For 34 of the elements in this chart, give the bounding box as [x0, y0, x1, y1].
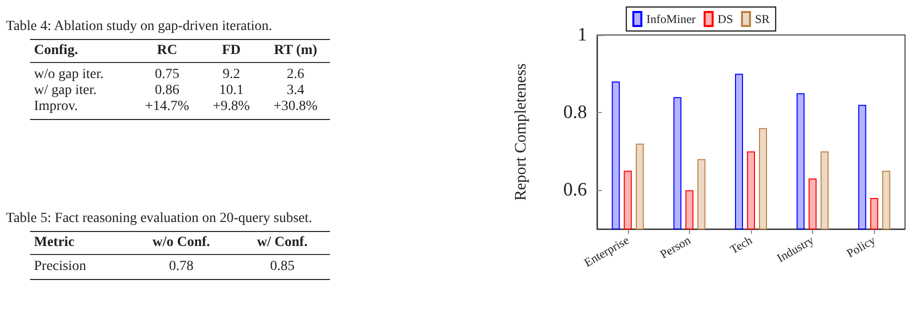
category-label: FD: [202, 40, 262, 62]
category-label: w/ Conf.: [234, 232, 330, 254]
category-label: Config.: [30, 40, 133, 62]
text: 3.4: [286, 83, 306, 99]
text: Precision: [30, 254, 128, 280]
category-label: RC: [132, 40, 202, 62]
text: +14.7%: [132, 99, 202, 120]
text: 9.2: [222, 66, 242, 83]
text: +30.8%: [261, 99, 330, 120]
category-label: Metric: [30, 232, 128, 254]
text: 10.1: [218, 83, 245, 99]
text: w/o gap iter.: [33, 66, 105, 83]
x-tick-label: Tech: [727, 232, 754, 257]
legend-label: InfoMiner: [646, 12, 696, 26]
y-axis-title: Report Completeness: [512, 63, 530, 201]
legend-label: SR: [754, 12, 770, 26]
text: 0.78: [128, 254, 235, 280]
legend-label: DS: [718, 12, 733, 26]
y-tick-label: 1: [578, 24, 587, 46]
text: Table 4: Ablation study on gap-driven iteration.: [6, 18, 274, 35]
text: w/ gap iter.: [33, 83, 98, 99]
text: 0.75: [154, 66, 180, 83]
category-label: w/o Conf.: [128, 232, 235, 254]
x-tick-label: Person: [658, 232, 693, 262]
text: 0.86: [154, 83, 180, 99]
x-tick-label: Policy: [844, 232, 878, 260]
y-tick-label: 0.8: [563, 102, 587, 124]
y-tick-label: 0.6: [563, 180, 587, 201]
text: +9.8%: [202, 99, 262, 120]
category-label: RT (m): [261, 40, 330, 62]
text: 0.85: [234, 254, 330, 280]
text: 2.6: [286, 66, 306, 83]
text: Table 5: Fact reasoning evaluation on 20-query subset.: [6, 210, 314, 227]
text: Improv.: [30, 99, 133, 120]
